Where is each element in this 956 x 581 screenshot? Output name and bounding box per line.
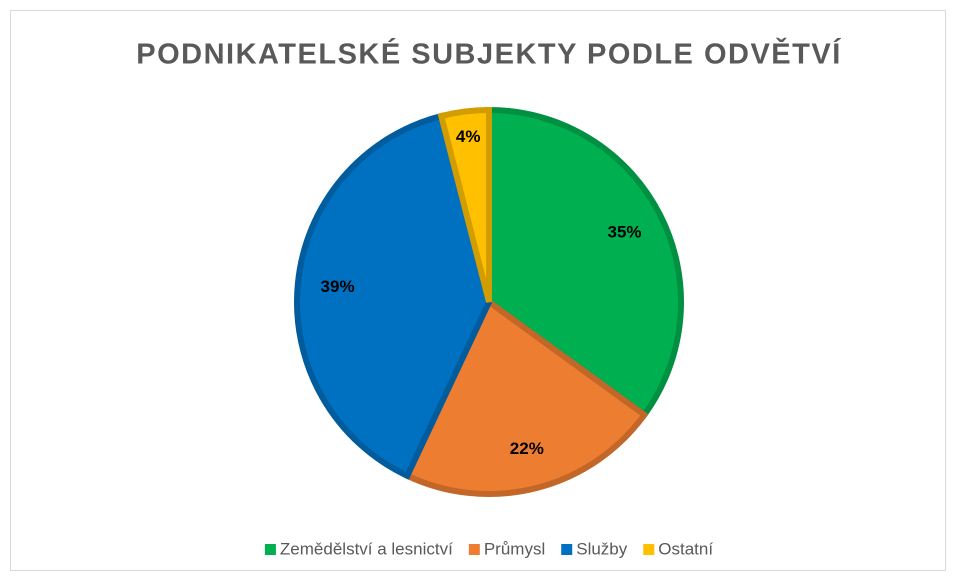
pie-slice xyxy=(294,112,493,480)
legend-swatch xyxy=(264,544,276,555)
data-label: 35% xyxy=(608,222,642,241)
chart-title: PODNIKATELSKÉ SUBJEKTY PODLE ODVĚTVÍ xyxy=(136,37,842,71)
legend-label: Ostatní xyxy=(658,539,713,558)
legend-label: Průmysl xyxy=(484,539,545,558)
legend-label: Služby xyxy=(576,539,628,558)
legend-label: Zemědělství a lesnictví xyxy=(280,539,453,558)
legend-swatch xyxy=(561,544,573,555)
data-label: 4% xyxy=(456,127,481,146)
pie-slice xyxy=(486,106,684,420)
data-label: 22% xyxy=(510,439,544,458)
legend-swatch xyxy=(643,544,655,555)
legend-swatch xyxy=(468,544,480,555)
data-label: 39% xyxy=(321,277,355,296)
pie-slice xyxy=(437,106,492,303)
